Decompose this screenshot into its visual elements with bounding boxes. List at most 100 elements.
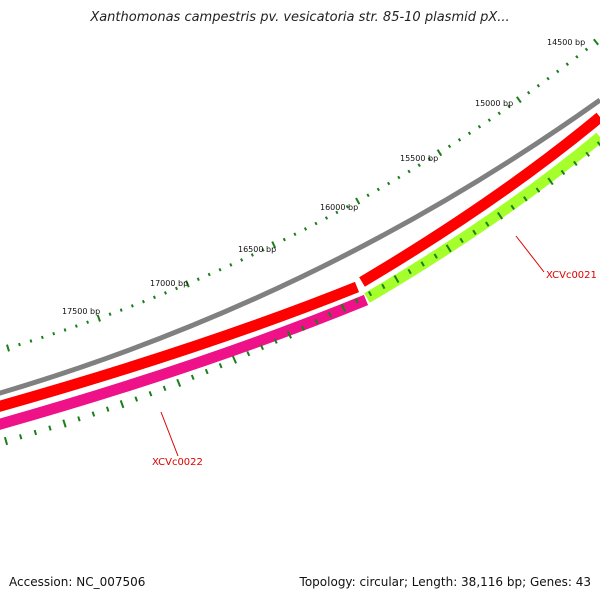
inner-major-tick: [62, 419, 67, 428]
outer-minor-tick: [141, 299, 145, 304]
inner-minor-tick: [407, 268, 412, 275]
inner-scale-ring: [3, 141, 600, 446]
outer-minor-tick: [314, 221, 318, 226]
outer-minor-tick: [163, 291, 168, 295]
outer-scale-ring: [6, 38, 599, 352]
map-title: Xanthomonas campestris pv. vesicatoria s…: [90, 10, 510, 25]
gene-label-xcvc0021[interactable]: XCVc0021: [546, 270, 597, 281]
inner-minor-tick: [433, 253, 438, 259]
outer-minor-tick: [52, 331, 56, 336]
outer-minor-tick: [174, 286, 179, 291]
tick-label-15500: 15500 bp: [400, 154, 438, 163]
inner-minor-tick: [77, 416, 81, 422]
outer-minor-tick: [427, 157, 431, 161]
inner-major-tick: [119, 400, 125, 409]
inner-minor-tick: [105, 406, 110, 412]
inner-major-tick: [596, 141, 600, 147]
inner-minor-tick: [354, 298, 359, 304]
outer-major-tick: [355, 197, 361, 205]
outer-minor-tick: [218, 267, 222, 272]
outer-major-tick: [593, 38, 599, 46]
outer-minor-tick: [546, 76, 550, 81]
outer-minor-tick: [18, 342, 21, 347]
inner-minor-tick: [535, 187, 541, 193]
outer-major-tick: [515, 96, 522, 104]
outer-minor-tick: [74, 324, 78, 328]
outer-minor-tick: [397, 175, 401, 180]
inner-minor-tick: [19, 434, 23, 440]
outer-minor-tick: [207, 272, 211, 277]
inner-minor-tick: [273, 338, 278, 344]
outer-minor-tick: [477, 124, 482, 129]
outer-minor-tick: [119, 308, 123, 312]
inner-major-tick: [547, 177, 554, 186]
outer-minor-tick: [130, 304, 134, 308]
inner-minor-tick: [510, 204, 515, 210]
inner-minor-tick: [91, 411, 96, 417]
inner-major-tick: [496, 211, 504, 220]
outer-minor-tick: [487, 118, 492, 122]
outer-minor-tick: [229, 263, 233, 267]
inner-minor-tick: [162, 385, 167, 392]
outer-minor-tick: [497, 111, 501, 116]
gene-arc-xcvc0021-forward[interactable]: [359, 112, 600, 287]
outer-minor-tick: [507, 104, 511, 109]
outer-minor-tick: [407, 169, 411, 174]
inner-minor-tick: [246, 350, 251, 357]
inner-minor-tick: [314, 318, 319, 325]
outer-minor-tick: [457, 138, 462, 142]
leader-line-xcvc0022: [160, 411, 179, 457]
outer-minor-tick: [447, 144, 452, 149]
inner-minor-tick: [218, 363, 223, 369]
outer-major-tick: [6, 344, 10, 352]
outer-minor-tick: [240, 258, 244, 262]
outer-minor-tick: [250, 253, 254, 257]
tick-label-group: 14500 bp 15000 bp 15500 bp 16000 bp 1650…: [62, 38, 585, 316]
outer-major-tick: [436, 149, 443, 157]
inner-minor-tick: [204, 368, 209, 375]
outer-minor-tick: [29, 339, 33, 343]
tick-label-16500: 16500 bp: [238, 245, 276, 254]
tick-label-15000: 15000 bp: [475, 99, 513, 108]
inner-minor-tick: [301, 325, 305, 331]
inner-minor-tick: [585, 151, 591, 157]
outer-minor-tick: [555, 69, 560, 74]
inner-major-tick: [231, 355, 238, 364]
outer-minor-tick: [417, 163, 421, 168]
gene-label-xcvc0022[interactable]: XCVc0022: [152, 457, 203, 468]
gene-arc-forward-left[interactable]: [0, 281, 360, 412]
outer-minor-tick: [366, 193, 370, 198]
inner-major-tick: [3, 436, 9, 446]
inner-minor-tick: [420, 261, 425, 267]
inner-minor-tick: [134, 396, 139, 402]
inner-minor-tick: [368, 291, 373, 297]
inner-minor-tick: [472, 229, 477, 235]
outer-minor-tick: [565, 62, 570, 66]
gene-arc-xcvc0021[interactable]: [364, 132, 600, 303]
outer-minor-tick: [526, 90, 531, 95]
outer-minor-tick: [293, 232, 297, 237]
outer-minor-tick: [376, 187, 380, 192]
leader-line-xcvc0021: [515, 235, 545, 273]
outer-minor-tick: [261, 248, 265, 252]
outer-minor-tick: [467, 131, 472, 136]
inner-minor-tick: [560, 169, 566, 176]
outer-minor-tick: [282, 237, 286, 242]
tick-label-17500: 17500 bp: [62, 307, 100, 316]
inner-minor-tick: [48, 425, 52, 431]
outer-minor-tick: [324, 216, 329, 220]
outer-minor-tick: [584, 47, 589, 52]
tick-label-16000: 16000 bp: [320, 203, 358, 212]
inner-minor-tick: [190, 374, 195, 380]
backbone-ring: [0, 97, 600, 396]
summary-text: Topology: circular; Length: 38,116 bp; G…: [299, 575, 591, 589]
outer-minor-tick: [345, 205, 349, 209]
outer-minor-tick: [108, 312, 112, 316]
tick-label-14500: 14500 bp: [547, 38, 585, 47]
inner-major-tick: [286, 330, 293, 339]
inner-minor-tick: [381, 283, 386, 290]
inner-major-tick: [393, 275, 400, 283]
outer-major-tick: [96, 314, 101, 322]
gene-arc-xcvc0022[interactable]: [0, 294, 369, 430]
inner-minor-tick: [33, 429, 38, 436]
